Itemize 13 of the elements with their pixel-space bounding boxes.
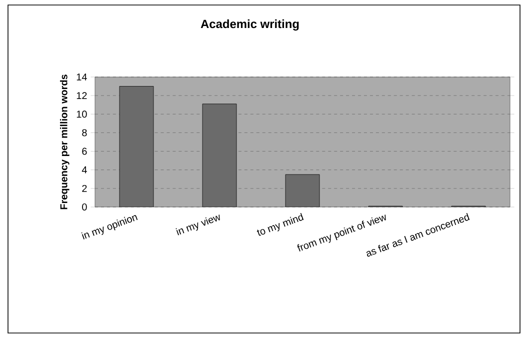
y-tick-label: 2 — [82, 184, 87, 192]
y-tick-label: 14 — [76, 74, 87, 80]
y-axis-title: Frequency per million words — [60, 74, 70, 210]
y-tick-label: 12 — [76, 92, 87, 100]
x-tick-label: to my mind — [256, 213, 304, 236]
y-tick-label: 4 — [82, 166, 87, 174]
chart-title: Academic writing — [200, 19, 299, 31]
x-tick-label: in my opinion — [81, 215, 138, 240]
x-tick-label: in my view — [176, 214, 220, 236]
y-tick-label: 10 — [76, 110, 87, 118]
y-tick-label: 6 — [82, 148, 87, 155]
y-tick-label: 0 — [82, 203, 87, 211]
y-tick-label: 8 — [82, 129, 87, 136]
